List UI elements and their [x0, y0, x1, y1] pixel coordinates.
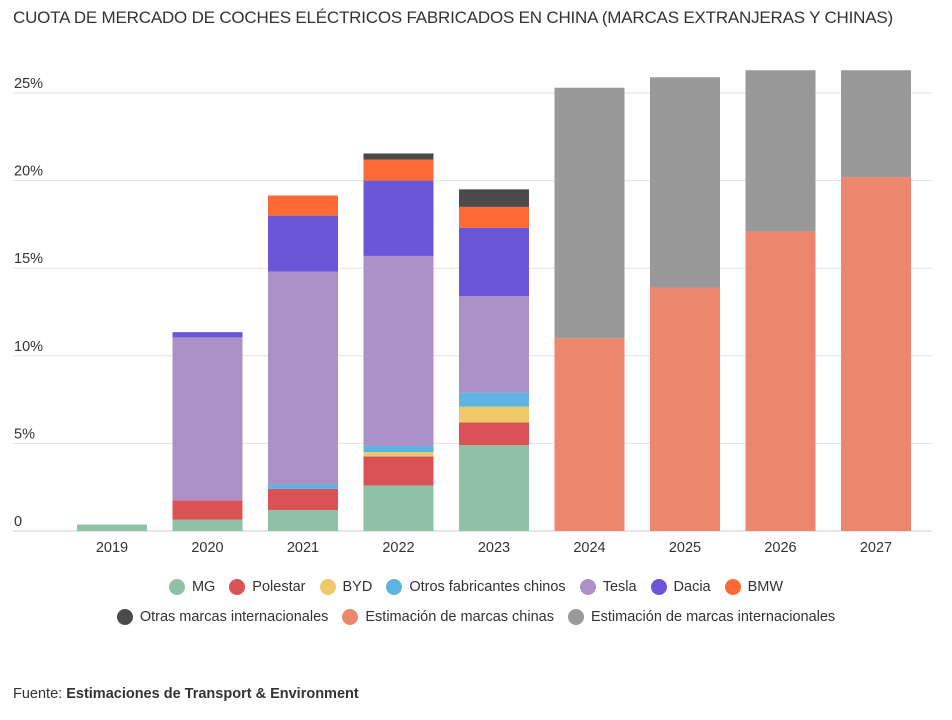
legend-item: Estimación de marcas chinas — [342, 609, 554, 625]
bar-segment-2027-estimaci-n-de-marcas-internacionales — [841, 70, 911, 178]
bar-segment-2026-estimaci-n-de-marcas-chinas — [745, 231, 816, 531]
legend-swatch-icon — [116, 609, 133, 625]
bar-segment-2022-mg — [363, 485, 434, 531]
legend-swatch-icon — [567, 609, 584, 625]
x-tick-label: 2025 — [669, 540, 701, 556]
legend-item: BYD — [319, 579, 373, 595]
legend-label: BMW — [747, 579, 784, 595]
bar-segment-2025-estimaci-n-de-marcas-internacionales — [650, 77, 720, 288]
legend-swatch-icon — [342, 609, 359, 625]
x-tick-label: 2024 — [573, 540, 605, 556]
bar-segment-2023-bmw — [459, 206, 529, 228]
x-tick-label: 2019 — [96, 540, 128, 556]
legend-label: Otros fabricantes chinos — [409, 579, 566, 595]
legend-label: Estimación de marcas internacionales — [590, 609, 836, 625]
legend-swatch-icon — [386, 579, 403, 595]
y-tick-label: 15% — [14, 251, 43, 267]
legend-swatch-icon — [650, 579, 667, 595]
legend-item: BMW — [724, 579, 784, 595]
bar-segment-2022-bmw — [363, 159, 434, 181]
bar-segment-2020-polestar — [172, 500, 243, 520]
legend-row-2: Otras marcas internacionales Estimación d… — [0, 609, 952, 625]
bar-segment-2020-mg — [172, 519, 243, 531]
bar-segment-2022-dacia — [363, 180, 434, 256]
legend-label: BYD — [342, 579, 373, 595]
bar-segment-2021-dacia — [268, 215, 338, 272]
source-note: Fuente: Estimaciones de Transport & Envi… — [13, 686, 359, 702]
x-tick-label: 2020 — [191, 540, 223, 556]
bar-segment-2024-estimaci-n-de-marcas-internacionales — [554, 87, 625, 339]
bar-segment-2022-polestar — [363, 456, 434, 486]
y-tick-label: 5% — [14, 426, 35, 442]
bar-segment-2020-tesla — [172, 337, 243, 501]
bar-segment-2021-tesla — [268, 271, 338, 485]
bar-segment-2019-mg — [77, 524, 147, 531]
bar-segment-2027-estimaci-n-de-marcas-chinas — [841, 177, 911, 531]
legend-swatch-icon — [168, 579, 185, 595]
x-tick-label: 2027 — [860, 540, 892, 556]
bar-segment-2022-tesla — [363, 255, 434, 447]
legend-label: Polestar — [252, 579, 306, 595]
x-tick-label: 2023 — [478, 540, 510, 556]
bar-segment-2023-otros-fabricantes-chinos — [459, 392, 529, 407]
chart-title: CUOTA DE MERCADO DE COCHES ELÉCTRICOS FA… — [13, 8, 893, 27]
bar-segment-2024-estimaci-n-de-marcas-chinas — [554, 338, 625, 531]
y-tick-label: 10% — [14, 339, 43, 355]
stacked-bar-chart: 0 5% 10% 15% 20% 25% 2019 2020 2021 2022 2023 2024 2… — [13, 70, 932, 556]
bar-segment-2021-mg — [268, 509, 338, 531]
source-label: Fuente: — [13, 686, 63, 702]
legend-item: MG — [168, 579, 216, 595]
bar-segment-2022-otros-fabricantes-chinos — [363, 446, 434, 453]
legend-label: Estimación de marcas chinas — [365, 609, 554, 625]
legend-swatch-icon — [229, 579, 246, 595]
x-tick-label: 2021 — [287, 540, 319, 556]
bar-segment-2026-estimaci-n-de-marcas-internacionales — [745, 70, 816, 232]
bar-segment-2020-dacia — [172, 332, 243, 338]
bar-segment-2022-otras-marcas-internacionales — [363, 153, 434, 160]
bar-segment-2023-mg — [459, 445, 529, 531]
bar-segment-2023-polestar — [459, 422, 529, 446]
legend-item: Estimación de marcas internacionales — [567, 609, 836, 625]
y-tick-label: 20% — [14, 164, 43, 180]
legend-swatch-icon — [319, 579, 336, 595]
legend-item: Polestar — [229, 579, 306, 595]
bar-segment-2023-otras-marcas-internacionales — [459, 189, 529, 207]
bar-segment-2023-dacia — [459, 227, 529, 297]
legend-row-1: MG Polestar BYD Otros fabricantes chinos Tes… — [0, 579, 952, 595]
legend-swatch-icon — [724, 579, 741, 595]
legend-label: MG — [191, 579, 216, 595]
bar-segment-2021-bmw — [268, 195, 338, 216]
bar-segment-2023-tesla — [459, 296, 529, 393]
y-tick-label: 0 — [14, 514, 22, 530]
legend-swatch-icon — [579, 579, 596, 595]
legend-item: Tesla — [579, 579, 637, 595]
bar-segment-2023-byd — [459, 406, 529, 423]
bar-segment-2025-estimaci-n-de-marcas-chinas — [650, 287, 720, 531]
bar-segment-2021-otros-fabricantes-chinos — [268, 484, 338, 489]
legend-item: Otros fabricantes chinos — [386, 579, 566, 595]
legend-item: Dacia — [650, 579, 711, 595]
legend-item: Otras marcas internacionales — [116, 609, 329, 625]
legend-label: Otras marcas internacionales — [139, 609, 329, 625]
x-tick-label: 2026 — [764, 540, 796, 556]
source-text: Estimaciones de Transport & Environment — [66, 686, 359, 702]
y-tick-label: 25% — [14, 76, 43, 92]
legend-label: Tesla — [602, 579, 637, 595]
bar-segment-2021-polestar — [268, 488, 338, 510]
legend-label: Dacia — [673, 579, 711, 595]
x-tick-label: 2022 — [382, 540, 414, 556]
bar-segment-2022-byd — [363, 452, 434, 457]
